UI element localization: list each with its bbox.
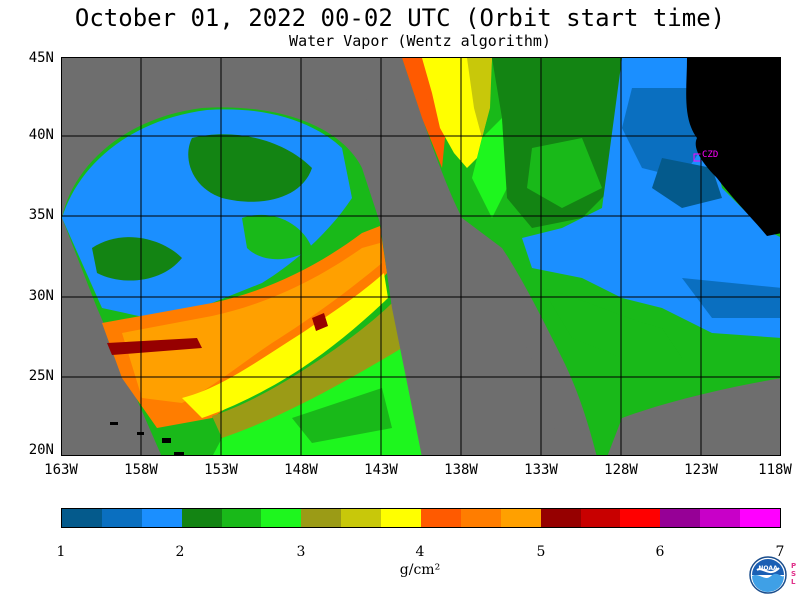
lat-label-30n: 30N bbox=[28, 288, 54, 304]
chart-title: October 01, 2022 00-02 UTC (Orbit start … bbox=[74, 4, 726, 32]
colorbar-swatch-15 bbox=[660, 509, 701, 527]
east-swath: CZD bbox=[362, 58, 780, 455]
chart-subtitle: Water Vapor (Wentz algorithm) bbox=[289, 32, 551, 50]
lat-label-25n: 25N bbox=[28, 368, 54, 384]
colorbar-swatch-16 bbox=[700, 509, 741, 527]
noaa-logo-text: NOAA bbox=[758, 565, 778, 572]
noaa-logo: NOAA bbox=[749, 556, 787, 594]
lat-label-45n: 45N bbox=[28, 50, 54, 66]
hawaii-big-island bbox=[174, 452, 184, 455]
colorbar-swatch-7 bbox=[341, 509, 382, 527]
lon-label-123w: 123W bbox=[684, 462, 718, 478]
lon-label-148w: 148W bbox=[284, 462, 318, 478]
colorbar-tick-6: 6 bbox=[655, 544, 665, 560]
west-swath bbox=[62, 107, 422, 455]
colorbar-swatch-5 bbox=[261, 509, 302, 527]
lat-label-20n: 20N bbox=[28, 442, 54, 458]
lon-label-118w: 118W bbox=[758, 462, 792, 478]
colorbar-swatch-12 bbox=[540, 509, 581, 527]
colorbar-swatch-13 bbox=[580, 509, 621, 527]
lon-label-153w: 153W bbox=[204, 462, 238, 478]
colorbar-swatch-10 bbox=[460, 509, 501, 527]
colorbar-swatch-11 bbox=[500, 509, 541, 527]
lon-label-128w: 128W bbox=[604, 462, 638, 478]
colorbar-swatch-3 bbox=[181, 509, 222, 527]
colorbar-tick-1: 1 bbox=[56, 544, 66, 560]
colorbar-tick-2: 2 bbox=[175, 544, 185, 560]
lon-label-143w: 143W bbox=[364, 462, 398, 478]
colorbar-swatch-1 bbox=[101, 509, 142, 527]
colorbar-swatch-4 bbox=[221, 509, 262, 527]
colorbar-swatch-9 bbox=[421, 509, 461, 527]
colorbar-tick-5: 5 bbox=[536, 544, 546, 560]
colorbar-tick-7: 7 bbox=[775, 544, 785, 560]
colorbar-tick-3: 3 bbox=[296, 544, 306, 560]
water-vapor-map: CZD bbox=[61, 57, 781, 456]
colorbar-swatch-6 bbox=[301, 509, 342, 527]
colorbar-swatch-8 bbox=[381, 509, 422, 527]
colorbar-swatch-17 bbox=[740, 509, 781, 527]
kauai-island bbox=[110, 422, 118, 425]
colorbar-swatch-14 bbox=[620, 509, 661, 527]
lat-label-40n: 40N bbox=[28, 127, 54, 143]
lon-label-158w: 158W bbox=[124, 462, 158, 478]
lon-label-138w: 138W bbox=[444, 462, 478, 478]
north-america-land bbox=[686, 58, 780, 236]
colorbar-tick-4: 4 bbox=[415, 544, 425, 560]
lon-label-163w: 163W bbox=[44, 462, 78, 478]
colorbar-unit-label: g/cm² bbox=[399, 562, 441, 578]
map-grid bbox=[62, 58, 780, 455]
colorbar-swatch-0 bbox=[62, 509, 102, 527]
station-label-czd: CZD bbox=[702, 150, 718, 160]
colorbar-swatch-2 bbox=[141, 509, 182, 527]
map-svg: CZD bbox=[62, 58, 780, 455]
lat-label-35n: 35N bbox=[28, 207, 54, 223]
color-scale-bar bbox=[61, 508, 781, 528]
lon-label-133w: 133W bbox=[524, 462, 558, 478]
